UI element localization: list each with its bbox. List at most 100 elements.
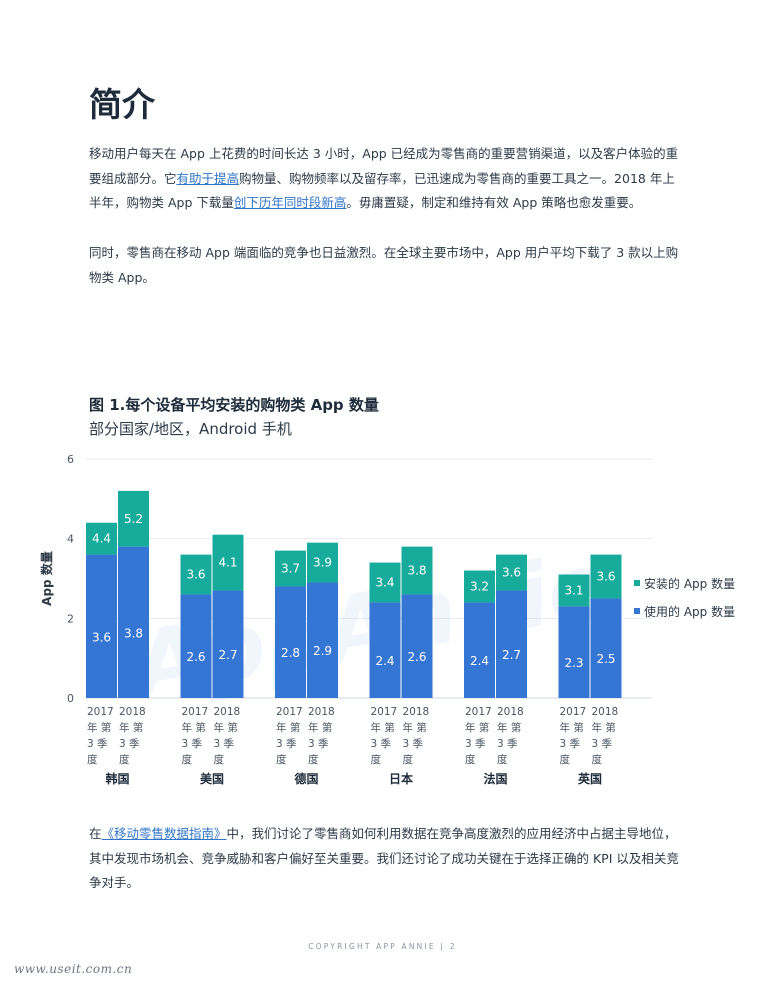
bar-label-installed-4-0: 3.2 [470,579,489,593]
group-label-4: 法国 [483,771,507,786]
bar-used-4-0 [464,602,495,698]
bar-label-used-0-1: 3.8 [124,626,143,640]
bar-label-used-3-1: 2.6 [407,650,426,664]
bar-category-label-4-0-1: 年 第 [465,721,489,734]
bar-label-installed-3-1: 3.8 [407,564,426,578]
bar-category-label-4-0-2: 3 季 [465,738,486,750]
bar-installed-3-1 [401,546,433,595]
bar-label-installed-1-0: 3.6 [186,568,205,582]
bar-category-label-0-1-3: 度 [119,753,130,766]
bar-category-label-3-0-1: 年 第 [371,721,395,734]
bar-category-label-2-1-0: 2018 [308,706,335,718]
bar-category-label-3-1-0: 2018 [403,706,430,718]
bar-category-label-2-0-2: 3 季 [276,738,297,750]
bar-installed-0-0 [86,522,117,555]
bar-category-label-0-1-2: 3 季 [119,738,140,750]
bar-category-label-2-0-3: 度 [276,753,287,766]
bar-category-label-5-1-3: 度 [592,753,603,766]
bar-category-label-5-0-0: 2017 [560,706,587,718]
y-tick-label-1: 2 [67,612,74,625]
legend-swatch-1 [634,608,640,614]
link-helps-increase[interactable]: 有助于提高 [176,170,240,186]
bar-category-label-3-1-3: 度 [403,753,414,766]
bar-category-label-3-0-3: 度 [371,753,382,766]
bar-category-label-2-1-1: 年 第 [308,721,332,734]
legend-swatch-0 [634,580,640,586]
link-retail-data-guide[interactable]: 《移动零售数据指南》 [101,826,227,841]
bar-label-used-4-0: 2.4 [470,654,489,668]
outro-text-2: 中，我们讨论了零售商如何利用数据在竞争高度激烈的应用经济中占据主导地位，其中发现… [89,826,679,890]
bar-category-label-1-1-3: 度 [214,753,225,766]
bar-category-label-0-0-2: 3 季 [87,738,108,750]
bar-used-4-1 [496,590,527,698]
bar-label-used-5-1: 2.5 [596,652,615,666]
bar-category-label-4-1-3: 度 [497,753,508,766]
bar-category-label-0-0-1: 年 第 [87,721,111,734]
bar-category-label-0-0-0: 2017 [87,706,114,718]
group-label-2: 德国 [294,771,318,786]
bar-category-label-4-1-0: 2018 [497,706,524,718]
bar-installed-4-1 [496,554,527,591]
bar-category-label-5-1-0: 2018 [592,706,619,718]
bar-installed-3-0 [369,562,401,603]
y-tick-label-2: 4 [67,533,74,546]
legend-label-1: 使用的 App 数量 [644,604,735,619]
bar-category-label-1-0-2: 3 季 [182,738,203,750]
bar-label-installed-3-0: 3.4 [375,575,394,589]
legend-label-0: 安装的 App 数量 [644,576,735,591]
y-axis-label: App 数量 [39,551,54,606]
bar-category-label-4-1-2: 3 季 [497,738,518,750]
group-label-1: 美国 [200,771,224,786]
bar-label-installed-1-1: 4.1 [218,556,237,570]
bar-category-label-4-0-0: 2017 [465,706,492,718]
bar-category-label-2-0-1: 年 第 [276,721,300,734]
bar-installed-1-1 [212,534,244,591]
bar-label-installed-4-1: 3.6 [502,566,521,580]
bar-label-used-2-0: 2.8 [281,646,300,660]
bar-label-installed-5-0: 3.1 [564,583,583,597]
bar-category-label-4-1-1: 年 第 [497,721,521,734]
bar-category-label-1-1-1: 年 第 [214,721,238,734]
bar-installed-2-1 [307,542,338,583]
bar-label-used-1-0: 2.6 [186,650,205,664]
group-label-3: 日本 [389,771,413,786]
y-tick-label-0: 0 [67,692,74,705]
page-footer: COPYRIGHT APP ANNIE | 2 [308,942,457,951]
bar-used-0-1 [118,546,149,698]
y-tick-label-3: 6 [67,453,74,466]
bar-category-label-2-0-0: 2017 [276,706,303,718]
intro-text-1: 移动用户每天在 App 上花费的时间长达 3 小时，App 已经成为零售商的重要… [89,146,679,186]
bar-used-0-0 [86,554,117,698]
bar-category-label-1-1-0: 2018 [214,706,241,718]
bar-installed-5-0 [558,574,590,607]
intro-paragraph-1: 移动用户每天在 App 上花费的时间长达 3 小时，App 已经成为零售商的重要… [89,142,679,216]
bar-label-installed-2-1: 3.9 [313,556,332,570]
bar-label-installed-2-0: 3.7 [281,562,300,576]
bar-category-label-3-1-2: 3 季 [403,738,424,750]
bar-category-label-5-0-1: 年 第 [560,721,584,734]
group-label-5: 英国 [578,771,602,786]
bar-category-label-2-1-2: 3 季 [308,738,329,750]
outro-paragraph: 在《移动零售数据指南》中，我们讨论了零售商如何利用数据在竞争高度激烈的应用经济中… [89,822,679,896]
bar-category-label-3-0-0: 2017 [371,706,398,718]
intro-paragraph-2: 同时，零售商在移动 App 端面临的竞争也日益激烈。在全球主要市场中，App 用… [89,245,679,285]
bar-category-label-1-0-3: 度 [182,753,193,766]
bar-label-used-1-1: 2.7 [218,648,237,662]
bar-category-label-0-1-0: 2018 [119,706,146,718]
bar-label-used-2-1: 2.9 [313,644,332,658]
bar-category-label-5-1-1: 年 第 [592,721,616,734]
bar-installed-4-0 [464,570,495,603]
site-watermark: www.useit.com.cn [14,962,133,976]
bar-label-used-3-0: 2.4 [375,654,394,668]
bar-installed-5-1 [590,554,622,599]
link-record-high[interactable]: 创下历年同时段新高 [233,195,347,210]
bar-category-label-3-1-1: 年 第 [403,721,427,734]
bar-category-label-0-0-3: 度 [87,753,98,766]
bar-label-used-0-0: 3.6 [92,630,111,644]
bar-label-installed-0-0: 4.4 [92,532,111,546]
figure-subtitle: 部分国家/地区，Android 手机 [89,420,292,438]
bar-label-installed-0-1: 5.2 [124,512,143,526]
bar-used-5-0 [558,606,590,698]
bar-used-1-1 [212,590,244,698]
bar-category-label-2-1-3: 度 [308,753,319,766]
